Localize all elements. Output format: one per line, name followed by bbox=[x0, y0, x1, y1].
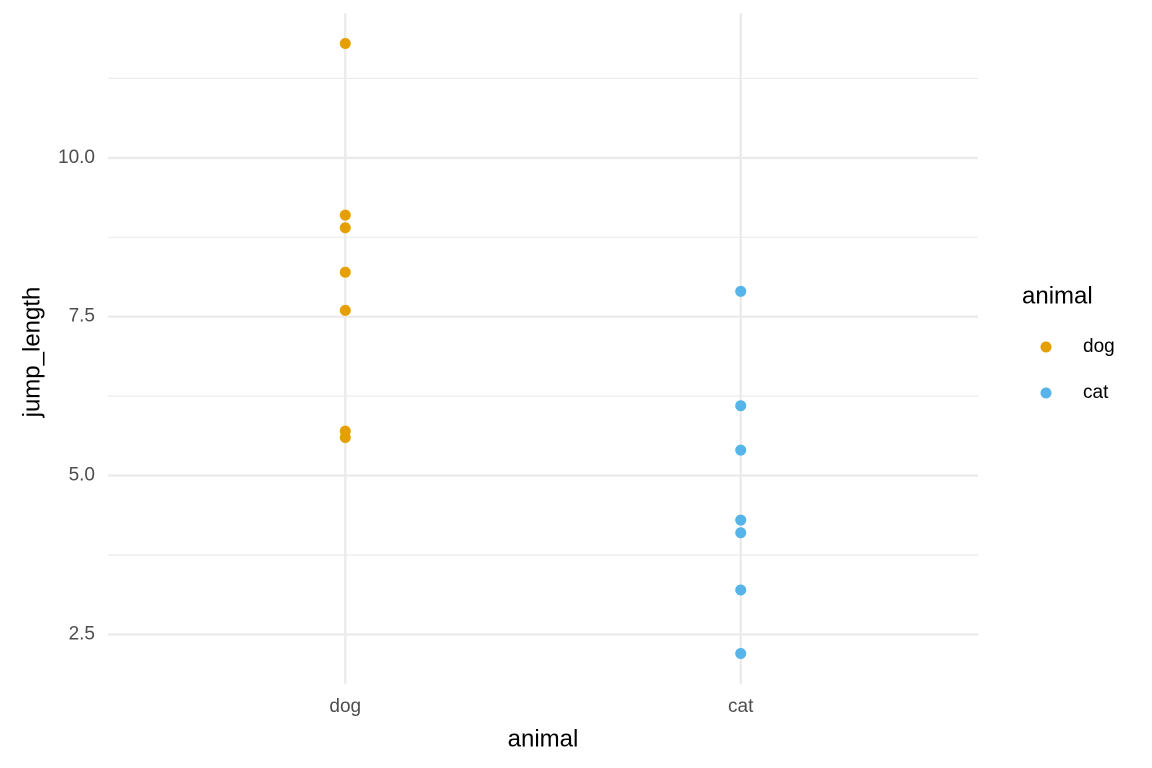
y-axis-title: jump_length bbox=[18, 287, 45, 419]
y-tick-label: 2.5 bbox=[69, 623, 95, 644]
legend-marker bbox=[1040, 341, 1052, 353]
point bbox=[735, 400, 747, 412]
point bbox=[735, 527, 747, 539]
point bbox=[339, 209, 351, 221]
point bbox=[735, 514, 747, 526]
legend-label: cat bbox=[1083, 382, 1109, 403]
legend-title: animal bbox=[1022, 282, 1093, 309]
y-tick-label: 10.0 bbox=[58, 147, 95, 168]
point bbox=[735, 444, 747, 456]
y-tick-label: 7.5 bbox=[69, 306, 95, 327]
legend-marker bbox=[1040, 387, 1052, 399]
point bbox=[339, 222, 351, 234]
x-tick-label: cat bbox=[728, 696, 754, 717]
point bbox=[339, 266, 351, 278]
point bbox=[339, 431, 351, 443]
point bbox=[735, 584, 747, 596]
x-tick-label: dog bbox=[329, 696, 361, 717]
point bbox=[735, 285, 747, 297]
legend-label: dog bbox=[1083, 336, 1115, 357]
point bbox=[339, 304, 351, 316]
y-tick-label: 5.0 bbox=[69, 465, 95, 486]
point bbox=[735, 648, 747, 659]
point bbox=[339, 38, 351, 49]
x-axis-title: animal bbox=[508, 725, 579, 752]
